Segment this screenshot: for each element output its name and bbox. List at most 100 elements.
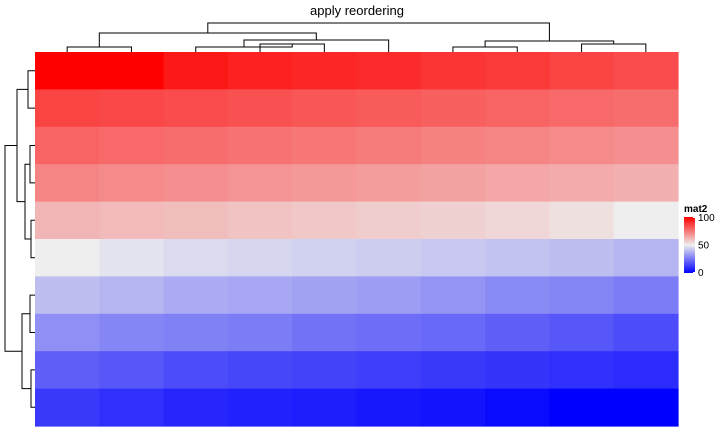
- heatmap-cell: [292, 126, 358, 165]
- heatmap-cell: [227, 239, 293, 277]
- heatmap-cell: [613, 126, 679, 165]
- heatmap-cell: [420, 52, 486, 90]
- heatmap-cell: [292, 239, 358, 277]
- heatmap-cell: [99, 89, 165, 128]
- heatmap-cell: [163, 239, 229, 277]
- heatmap-cell: [485, 89, 550, 128]
- heatmap-cell: [549, 126, 615, 165]
- heatmap-cell: [163, 351, 229, 390]
- heatmap-cell: [613, 313, 679, 352]
- heatmap-cell: [227, 52, 293, 90]
- heatmap-cell: [549, 239, 615, 277]
- heatmap-cell: [420, 89, 486, 128]
- heatmap-cell: [227, 388, 293, 427]
- heatmap-cell: [420, 126, 486, 165]
- heatmap-cell: [227, 164, 293, 203]
- heatmap-cell: [485, 164, 550, 203]
- heatmap-cell: [549, 313, 615, 352]
- heatmap-cell: [99, 239, 165, 277]
- heatmap-cell: [356, 388, 422, 427]
- heatmap-cell: [356, 313, 422, 352]
- heatmap-cell: [99, 201, 165, 240]
- legend-color-bar: [684, 217, 695, 273]
- heatmap-cell: [99, 351, 165, 390]
- heatmap-cell: [613, 201, 679, 240]
- heatmap-cell: [99, 388, 165, 427]
- heatmap-cell: [356, 201, 422, 240]
- heatmap-cell: [549, 89, 615, 128]
- heatmap-cell: [356, 52, 422, 90]
- row-dendrogram: [4, 70, 35, 408]
- heatmap-cell: [292, 164, 358, 203]
- heatmap-cell: [163, 313, 229, 352]
- heatmap-cell: [613, 351, 679, 390]
- heatmap-cell: [35, 351, 100, 390]
- heatmap-cell: [35, 276, 100, 315]
- legend-title: mat2: [684, 204, 708, 215]
- heatmap-cell: [420, 239, 486, 277]
- heatmap-cell: [292, 388, 358, 427]
- heatmap-cell: [292, 313, 358, 352]
- heatmap-cell: [292, 52, 358, 90]
- heatmap-cell: [227, 89, 293, 128]
- dendrogram-branch: [452, 46, 518, 52]
- heatmap-cell: [292, 351, 358, 390]
- heatmap-cell: [292, 89, 358, 128]
- heatmap-cell: [485, 276, 550, 315]
- heatmap-cell: [485, 388, 550, 427]
- chart-title: apply reordering: [310, 3, 404, 18]
- heatmap-cell: [356, 276, 422, 315]
- heatmap-cell: [613, 276, 679, 315]
- heatmap-cell: [549, 201, 615, 240]
- heatmap-cell: [163, 388, 229, 427]
- heatmap-cell: [35, 164, 100, 203]
- heatmap-cell: [420, 164, 486, 203]
- heatmap-cell: [227, 313, 293, 352]
- heatmap-cell: [549, 351, 615, 390]
- heatmap-cell: [420, 276, 486, 315]
- heatmap-cell: [420, 388, 486, 427]
- heatmap-cell: [35, 313, 100, 352]
- legend-tick-label: 0: [698, 268, 704, 279]
- heatmap-cell: [356, 126, 422, 165]
- dendrogram-branch: [29, 294, 35, 333]
- heatmap-cell: [485, 201, 550, 240]
- heatmap-cell: [485, 239, 550, 277]
- heatmap-cell: [163, 276, 229, 315]
- heatmap-cell: [549, 164, 615, 203]
- heatmap-cell: [356, 89, 422, 128]
- dendrogram-branch: [30, 369, 35, 408]
- heatmap-cell: [356, 164, 422, 203]
- heatmap-cell: [99, 126, 165, 165]
- dendrogram-branch: [243, 39, 390, 52]
- heatmap-cell: [163, 52, 229, 90]
- legend-tick-label: 100: [698, 213, 715, 224]
- heatmap-cell: [613, 89, 679, 128]
- heatmap-cell: [485, 351, 550, 390]
- heatmap-cell: [99, 313, 165, 352]
- heatmap-cell: [420, 351, 486, 390]
- heatmap-cell: [613, 239, 679, 277]
- heatmap-cell: [35, 201, 100, 240]
- heatmap-cell: [549, 388, 615, 427]
- color-legend: mat2 100 50 0: [684, 204, 715, 279]
- heatmap-cell: [35, 89, 100, 128]
- dendrogram-branch: [207, 22, 550, 41]
- heatmap-cell: [292, 201, 358, 240]
- heatmap-cell: [227, 126, 293, 165]
- heatmap-cell: [227, 201, 293, 240]
- heatmap-cell: [35, 239, 100, 277]
- dendrogram-branch: [66, 46, 132, 52]
- dendrogram-branch: [29, 145, 35, 184]
- dendrogram-branch: [581, 43, 647, 52]
- dendrogram-branch: [30, 219, 35, 259]
- dendrogram-branch: [4, 145, 22, 352]
- heatmap-cell: [485, 313, 550, 352]
- heatmap-cell: [549, 52, 615, 90]
- column-dendrogram: [66, 22, 647, 52]
- heatmap-cell: [356, 351, 422, 390]
- heatmap-cell: [35, 126, 100, 165]
- heatmap-cell: [99, 164, 165, 203]
- heatmap-cell: [99, 52, 165, 90]
